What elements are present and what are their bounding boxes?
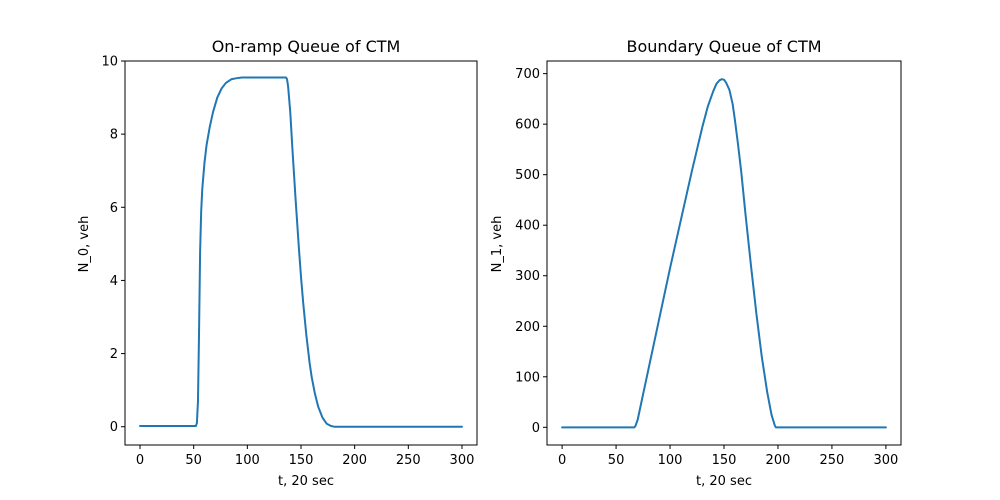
panel-boundary: Boundary Queue of CTM t, 20 sec N_1, veh… xyxy=(490,37,902,489)
y-tick-label: 600 xyxy=(515,118,540,133)
x-tick-label: 200 xyxy=(766,453,791,468)
x-tick-label: 250 xyxy=(396,453,421,468)
x-tick-label: 50 xyxy=(608,453,625,468)
y-tick-label: 200 xyxy=(515,320,540,335)
chart-title: On-ramp Queue of CTM xyxy=(212,37,401,56)
y-tick-label: 6 xyxy=(110,201,118,216)
x-tick-label: 300 xyxy=(450,453,475,468)
y-tick-label: 8 xyxy=(110,128,118,143)
series-line xyxy=(561,78,887,429)
y-tick-label: 700 xyxy=(515,67,540,82)
y-axis-label: N_0, veh xyxy=(77,216,92,273)
y-tick-label: 500 xyxy=(515,168,540,183)
x-tick-label: 300 xyxy=(873,453,898,468)
y-tick-label: 400 xyxy=(515,219,540,234)
plot-frame xyxy=(546,60,902,446)
y-tick-label: 300 xyxy=(515,269,540,284)
tick-group: 0 50 100 150 200 250 300 0 100 200 300 400 500 600 700 xyxy=(515,67,898,468)
y-axis-label: N_1, veh xyxy=(490,216,505,273)
y-tick-label: 2 xyxy=(110,347,118,362)
x-tick-label: 0 xyxy=(136,453,144,468)
x-tick-label: 0 xyxy=(558,453,566,468)
panel-onramp: On-ramp Queue of CTM t, 20 sec N_0, veh … xyxy=(77,37,478,489)
plot-frame xyxy=(124,60,478,446)
series-line xyxy=(139,76,463,428)
x-axis-label: t, 20 sec xyxy=(696,474,752,489)
y-tick-label: 0 xyxy=(110,420,118,435)
x-tick-label: 250 xyxy=(820,453,845,468)
x-tick-label: 200 xyxy=(342,453,367,468)
x-tick-label: 50 xyxy=(185,453,202,468)
y-tick-label: 0 xyxy=(532,421,540,436)
x-axis-label: t, 20 sec xyxy=(278,474,334,489)
x-tick-label: 150 xyxy=(712,453,737,468)
x-tick-label: 100 xyxy=(658,453,683,468)
chart-title: Boundary Queue of CTM xyxy=(626,37,821,56)
x-tick-label: 100 xyxy=(235,453,260,468)
y-tick-label: 10 xyxy=(101,55,118,70)
tick-group: 0 50 100 150 200 250 300 0 2 4 6 8 10 xyxy=(101,55,474,469)
x-tick-label: 150 xyxy=(289,453,314,468)
y-tick-label: 100 xyxy=(515,370,540,385)
y-tick-label: 4 xyxy=(110,274,118,289)
